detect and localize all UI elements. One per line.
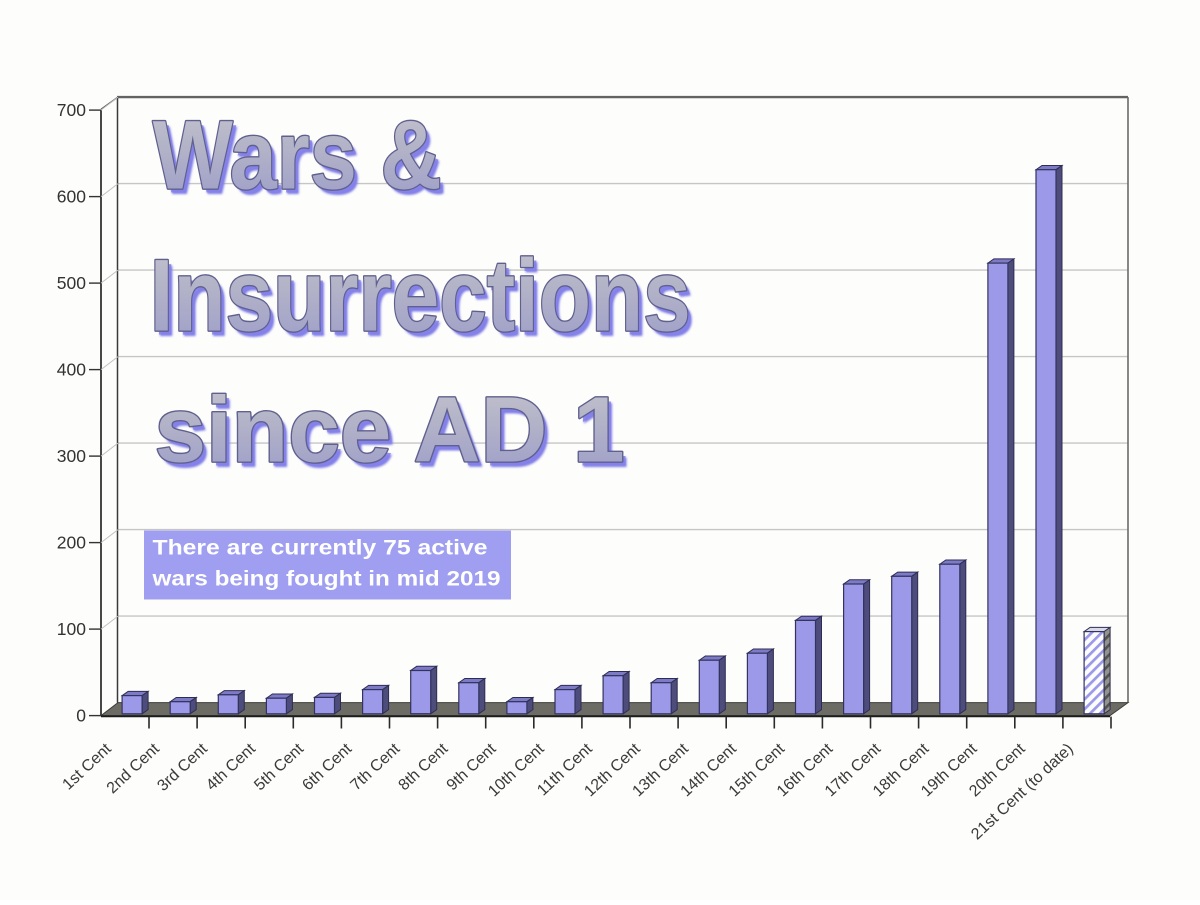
svg-text:0: 0 (76, 706, 86, 726)
svg-text:Insurrections: Insurrections (154, 244, 695, 358)
svg-text:since AD 1: since AD 1 (158, 382, 628, 486)
svg-text:300: 300 (57, 446, 86, 466)
svg-text:Insurrections: Insurrections (153, 243, 694, 357)
svg-text:100: 100 (57, 619, 86, 639)
svg-text:wars being fought in mid 2019: wars being fought in mid 2019 (151, 567, 500, 591)
svg-text:Wars &: Wars & (153, 101, 442, 210)
svg-text:600: 600 (57, 187, 86, 207)
svg-text:There are currently 75 active: There are currently 75 active (153, 536, 488, 560)
svg-text:since AD 1: since AD 1 (155, 378, 625, 482)
svg-text:Wars &: Wars & (156, 105, 445, 214)
svg-text:Wars &: Wars & (157, 106, 446, 215)
svg-text:200: 200 (57, 533, 86, 553)
svg-text:400: 400 (57, 360, 86, 380)
svg-text:500: 500 (57, 273, 86, 293)
svg-text:Insurrections: Insurrections (150, 239, 691, 353)
svg-text:since AD 1: since AD 1 (159, 383, 629, 487)
svg-text:700: 700 (57, 100, 86, 120)
